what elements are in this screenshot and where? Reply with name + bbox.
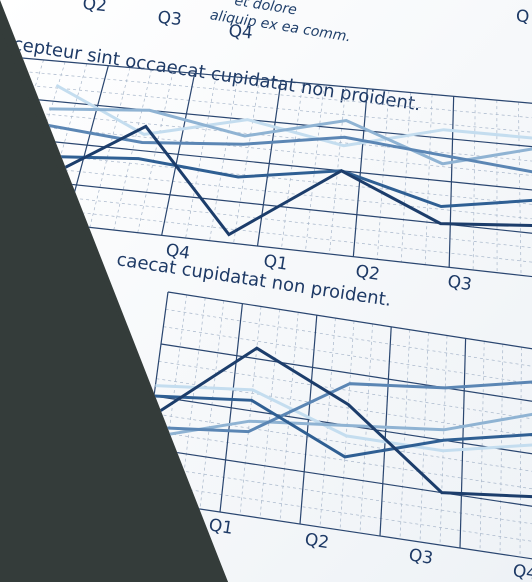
series-line <box>150 346 532 499</box>
tick-label: Q1 <box>207 515 234 539</box>
series-line <box>49 107 532 166</box>
tick-label: Q4 <box>164 240 191 264</box>
tick-label: Q2 <box>303 530 330 554</box>
tick-label: Q1 <box>262 251 289 275</box>
series-line <box>44 123 532 176</box>
grid-line <box>167 291 532 351</box>
series-line <box>149 380 532 434</box>
top-right-tick: Q <box>516 7 529 27</box>
grid-line <box>185 75 217 239</box>
grid-line <box>0 135 532 192</box>
tick-label: Q2 <box>354 261 381 285</box>
grid-line <box>8 96 532 149</box>
series-line <box>24 124 532 237</box>
grid-line <box>142 482 532 543</box>
grid-line <box>139 499 532 561</box>
series-line <box>34 154 532 209</box>
top-ticks: Q1 Q2 Q3 Q4 <box>7 0 254 44</box>
series-line <box>153 394 532 459</box>
grid-line <box>146 447 532 509</box>
tick-label: Q3 <box>446 272 473 296</box>
top-tick: Q1 <box>7 0 33 2</box>
tick-label: Q4 <box>511 561 532 582</box>
top-tick: Q2 <box>82 0 108 16</box>
series-line <box>55 83 532 148</box>
grid-line <box>21 57 532 105</box>
grid-line <box>160 343 532 404</box>
grid-line <box>156 378 532 438</box>
series-line <box>155 384 532 453</box>
series-line <box>148 411 532 440</box>
grid-line <box>158 360 532 421</box>
chart1-plot: Q3Q4Q1Q2Q3Q4 <box>0 57 532 296</box>
top-tick: Q4 <box>228 21 254 43</box>
background-edge <box>0 28 228 582</box>
grid-line <box>144 464 532 526</box>
tick-label: Q3 <box>407 545 434 569</box>
top-tick: Q3 <box>157 8 183 30</box>
